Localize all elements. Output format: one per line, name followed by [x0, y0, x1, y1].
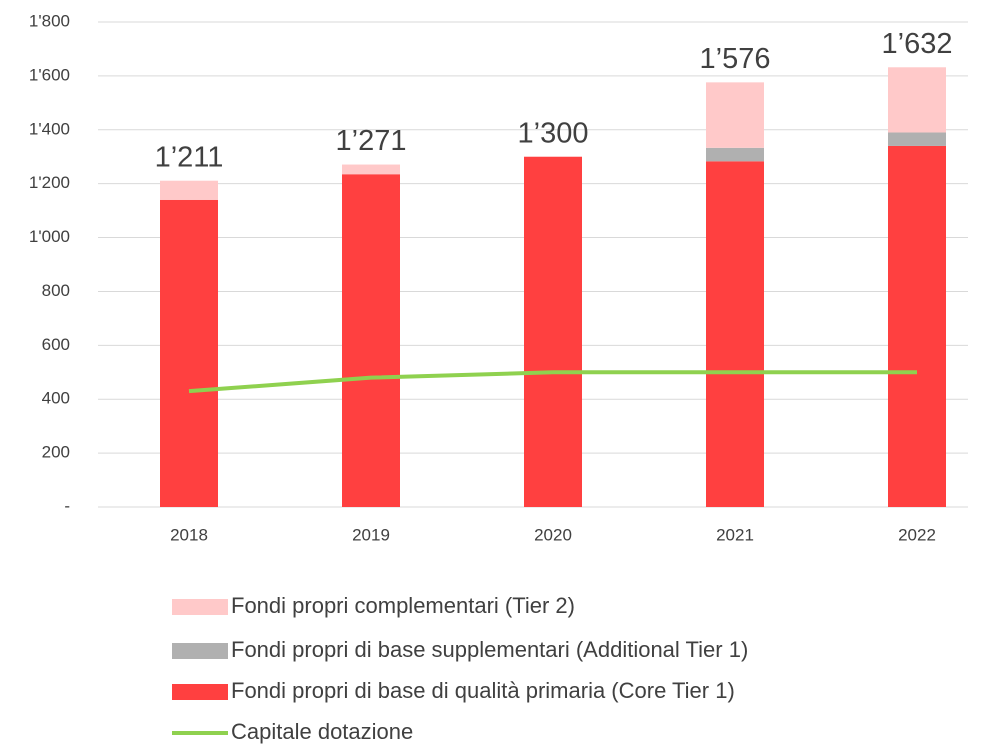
bar-segment — [160, 180, 218, 200]
value-label: 1’632 — [882, 28, 953, 60]
line-series — [188, 370, 917, 394]
x-tick-label: 2019 — [352, 525, 390, 544]
legend-swatch — [172, 643, 228, 659]
value-label: 1’211 — [155, 141, 224, 173]
y-tick-label: 800 — [42, 281, 70, 300]
x-tick-label: 2021 — [716, 525, 754, 544]
x-tick-label: 2020 — [534, 525, 572, 544]
value-label: 1’300 — [518, 117, 589, 149]
bar-segment — [888, 145, 946, 507]
legend-label: Fondi propri di base di qualità primaria… — [231, 678, 735, 703]
bar-segment — [342, 164, 400, 175]
y-tick-label: 200 — [42, 443, 70, 462]
bar-segment — [706, 161, 764, 507]
x-tick-label: 2022 — [898, 525, 936, 544]
bar-segment — [706, 147, 764, 162]
legend-label: Fondi propri complementari (Tier 2) — [231, 593, 575, 618]
bar-segment — [706, 82, 764, 148]
legend-swatch — [172, 684, 228, 700]
y-tick-label: 600 — [42, 335, 70, 354]
value-label: 1’576 — [700, 43, 771, 75]
y-tick-label: 1'600 — [29, 65, 70, 84]
y-tick-label: - — [64, 496, 70, 515]
y-tick-label: 400 — [42, 389, 70, 408]
y-tick-label: 1'200 — [29, 173, 70, 192]
y-tick-label: 1'800 — [29, 11, 70, 30]
legend-label: Capitale dotazione — [231, 719, 413, 744]
bar-segment — [888, 132, 946, 146]
bar-segment — [342, 174, 400, 507]
legend-swatch — [172, 599, 228, 615]
bar-segment — [160, 199, 218, 508]
x-tick-label: 2018 — [170, 525, 208, 544]
value-label: 1’271 — [336, 125, 407, 157]
y-tick-label: 1'400 — [29, 119, 70, 138]
legend-label: Fondi propri di base supplementari (Addi… — [231, 637, 748, 662]
bar-segment — [524, 156, 582, 507]
y-tick-label: 1'000 — [29, 227, 70, 246]
bar-segment — [888, 67, 946, 133]
